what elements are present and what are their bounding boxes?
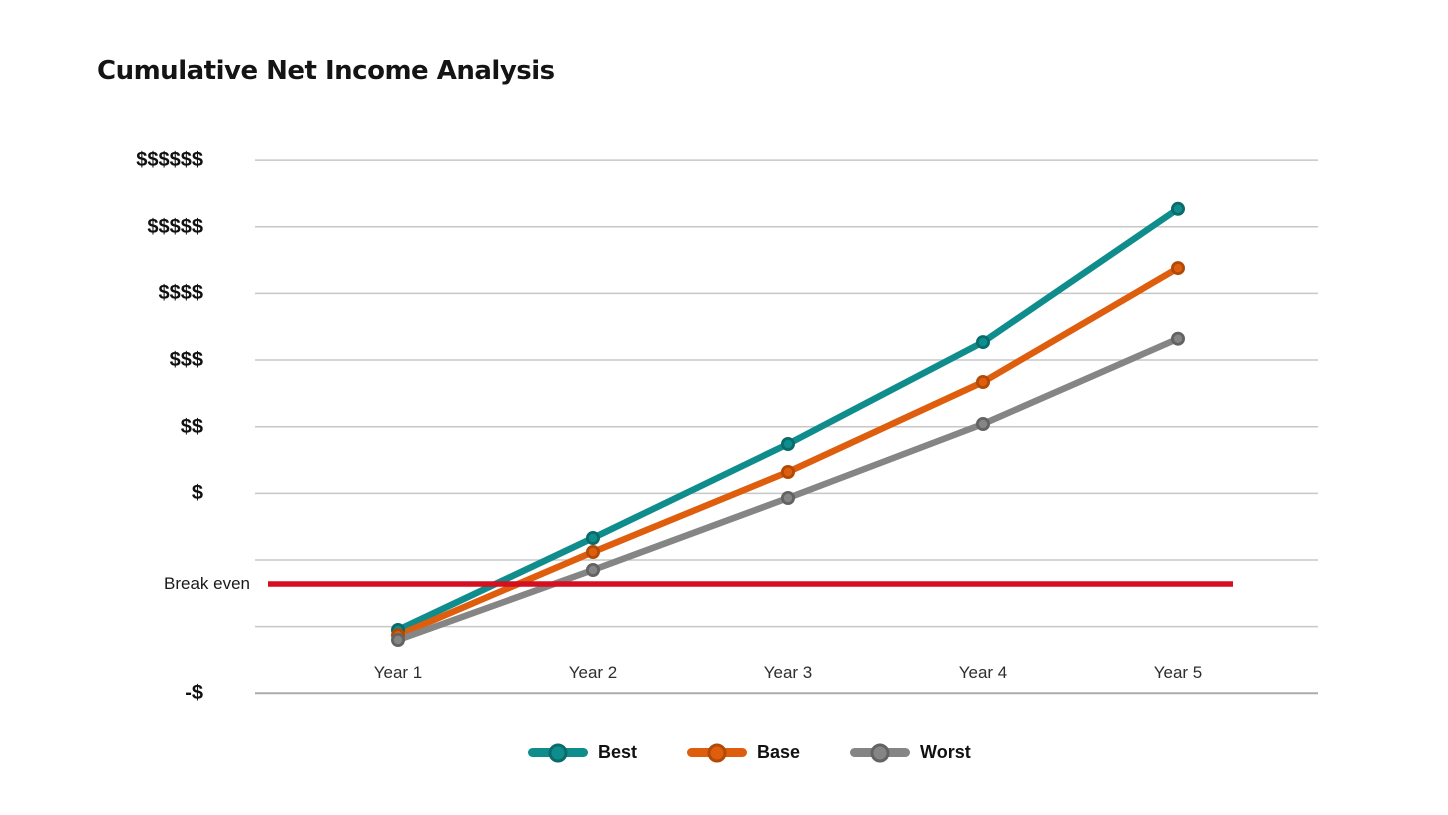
legend-label-best: Best — [598, 742, 638, 762]
data-point-base — [1171, 261, 1186, 276]
data-point-worst — [1171, 331, 1186, 346]
series-line-worst — [394, 335, 1182, 644]
x-axis-tick-label: Year 4 — [958, 663, 1008, 682]
x-axis-tick-label: Year 3 — [763, 663, 813, 682]
y-axis-tick-label: $ — [191, 482, 203, 505]
data-point-base — [976, 374, 991, 389]
data-point-best — [976, 335, 991, 350]
data-point-worst — [976, 416, 991, 431]
x-axis-tick-label: Year 1 — [373, 663, 423, 682]
y-axis-tick-label: $$$$$$ — [136, 149, 203, 172]
data-point-best — [1171, 201, 1186, 216]
data-point-worst — [586, 563, 601, 578]
legend-item-worst: Worst — [850, 742, 971, 763]
chart-title: Cumulative Net Income Analysis — [97, 56, 555, 86]
y-axis-tick-label: $$$ — [169, 349, 203, 372]
x-axis-tick-label: Year 5 — [1153, 663, 1203, 682]
data-point-best — [781, 436, 796, 451]
legend-label-worst: Worst — [920, 742, 971, 762]
series-line-base — [394, 264, 1182, 639]
break-even-label: Break even — [164, 573, 250, 593]
legend-line-marker-best-icon — [528, 743, 588, 762]
legend-line-marker-base-icon — [687, 743, 748, 762]
x-axis-tick-label: Year 2 — [568, 663, 618, 682]
legend-line-marker-worst-icon — [850, 743, 911, 762]
data-point-best — [586, 531, 601, 546]
data-point-base — [586, 545, 601, 560]
legend-item-base: Base — [687, 742, 800, 763]
data-point-worst — [781, 490, 796, 505]
y-axis-tick-label: -$ — [185, 682, 203, 705]
series-line-best — [394, 205, 1182, 634]
y-axis-tick-label: $$ — [180, 415, 203, 438]
legend: Best Base Worst — [528, 742, 971, 763]
y-axis-tick-label: $$$$ — [158, 282, 204, 305]
data-point-base — [781, 464, 796, 479]
legend-item-best: Best — [528, 742, 637, 763]
y-axis-tick-label: $$$$$ — [147, 215, 203, 238]
data-point-worst — [390, 633, 405, 648]
legend-label-base: Base — [757, 742, 801, 762]
